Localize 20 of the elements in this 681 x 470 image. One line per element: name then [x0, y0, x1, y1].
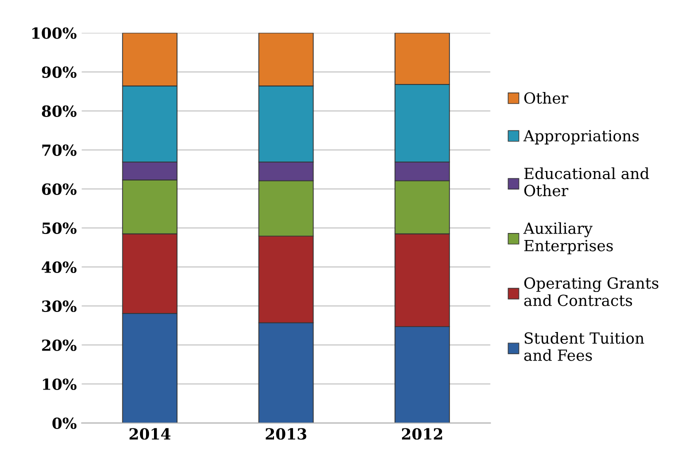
y-tick-label: 70% [42, 144, 76, 156]
legend-label: Other [524, 92, 568, 104]
y-tick-label: 90% [42, 66, 76, 78]
x-tick-label: 2013 [266, 428, 306, 440]
y-tick-label: 50% [42, 222, 76, 234]
y-tick-label: 20% [42, 339, 76, 351]
y-tick-label: 60% [42, 183, 76, 195]
x-tick-label: 2014 [130, 428, 170, 440]
legend-label: Appropriations [523, 130, 639, 144]
y-tick-label: 10% [42, 378, 76, 390]
legend-label: Educational and Other [524, 167, 650, 196]
y-tick-label: 0% [52, 417, 76, 430]
y-tick-label: 80% [42, 105, 76, 117]
y-tick-label: 40% [42, 261, 76, 273]
legend-label: Student Tuition and Fees [524, 332, 644, 361]
legend-label: Auxiliary Enterprises [523, 222, 613, 254]
legend-label: Operating Grants and Contracts [524, 277, 658, 306]
y-tick-label: 100% [32, 27, 76, 39]
y-tick-label: 30% [42, 300, 76, 312]
x-tick-label: 2012 [402, 428, 442, 440]
